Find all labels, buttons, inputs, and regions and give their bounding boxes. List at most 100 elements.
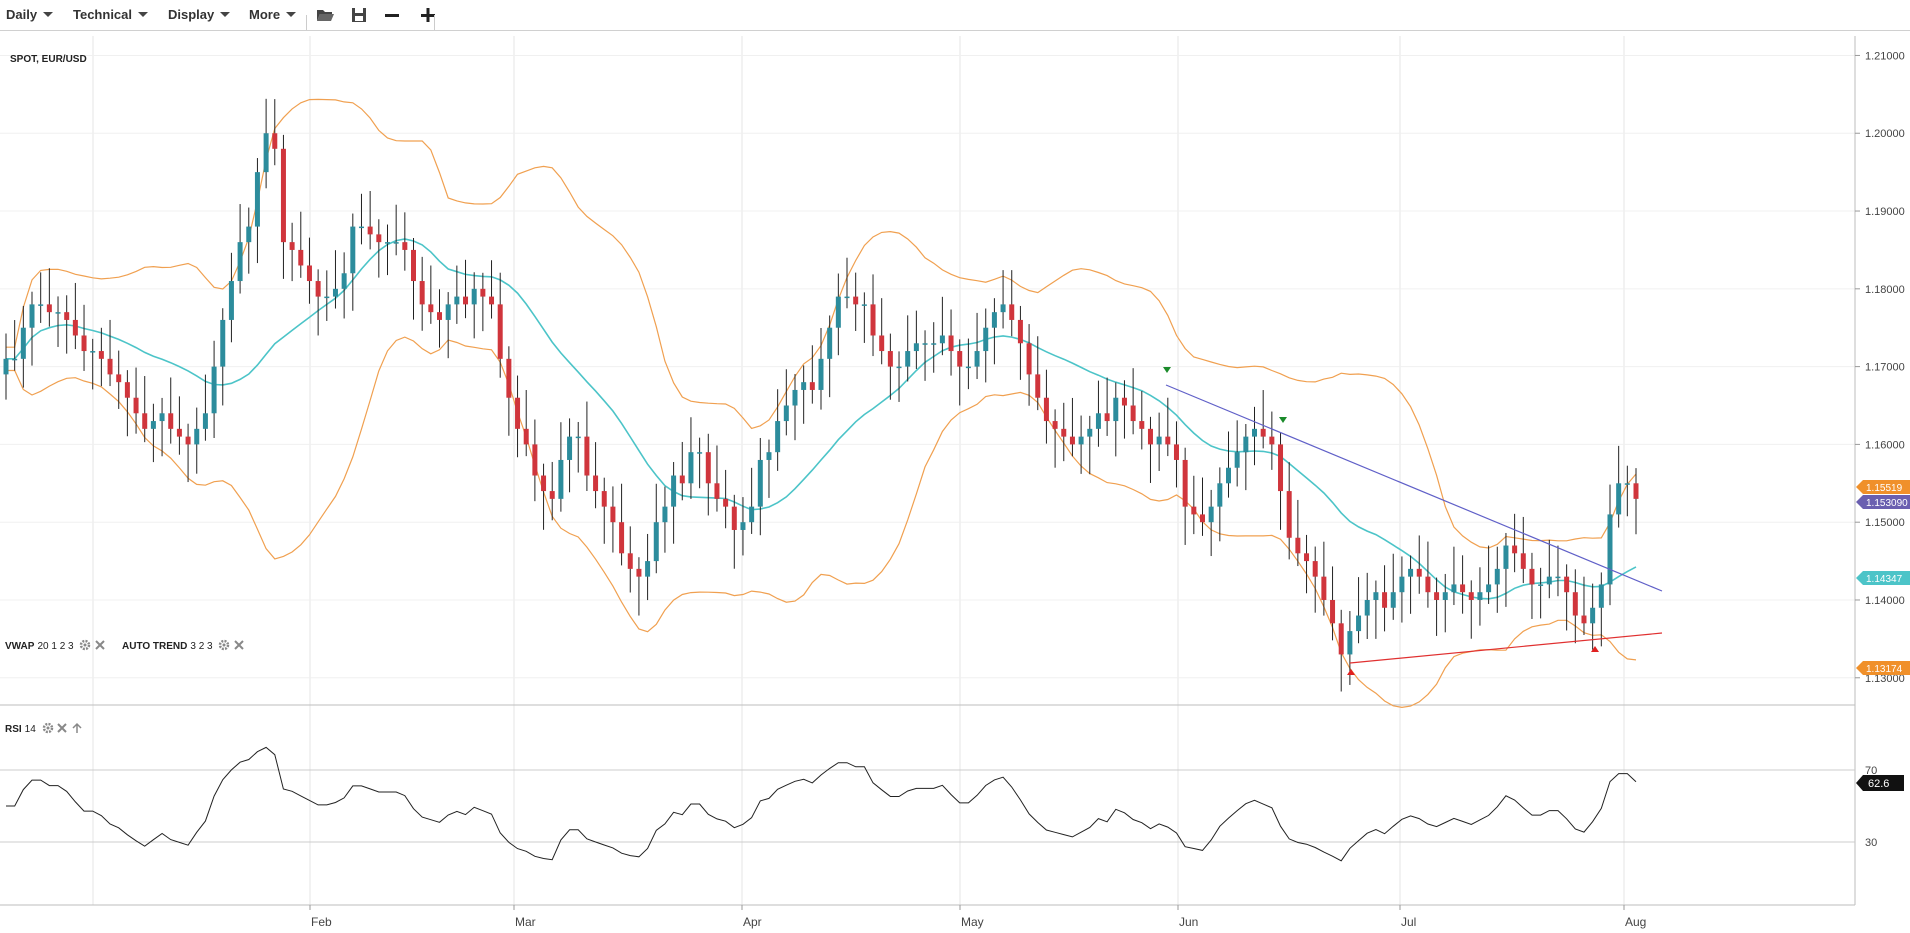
price-axis: 1.21000 1.20000 1.19000 1.18000 1.17000 1.160…	[1855, 50, 1905, 685]
candle-body	[133, 397, 139, 414]
candle-body	[896, 366, 902, 369]
candle-body	[228, 281, 234, 320]
candle-body	[844, 296, 850, 299]
candle-body	[1078, 436, 1084, 445]
pivot-low-marker	[1591, 646, 1599, 652]
x-tick-label: Aug	[1625, 915, 1646, 929]
gear-icon[interactable]	[79, 639, 91, 651]
candle-body	[1026, 343, 1032, 375]
save-icon[interactable]	[349, 5, 369, 25]
rsi-name: RSI	[5, 724, 22, 735]
candle-body	[1529, 568, 1535, 585]
rsi-params: 14	[24, 724, 36, 735]
candle-body	[948, 335, 954, 352]
price-tag-label: 1.15519	[1866, 483, 1903, 494]
chart-grid	[0, 36, 1856, 906]
candle-body	[1121, 397, 1127, 406]
candle-body	[610, 506, 616, 523]
candle-body	[1295, 537, 1301, 554]
candle-body	[150, 421, 156, 429]
candle-body	[12, 358, 18, 361]
gear-icon[interactable]	[218, 639, 230, 651]
candle-body	[1182, 459, 1188, 507]
chevron-down-icon	[220, 12, 231, 17]
candle-body	[1000, 304, 1006, 313]
close-icon[interactable]	[94, 639, 106, 651]
candle-body	[489, 296, 495, 305]
candle-body	[237, 242, 243, 282]
candle-body	[176, 428, 182, 437]
auto-trend-name: AUTO TREND	[122, 641, 188, 652]
candle-body	[1113, 397, 1119, 422]
candle-body	[913, 343, 919, 352]
candle-body	[792, 389, 798, 406]
price-tag-label: 1.153090	[1866, 498, 1908, 509]
candle-body	[1486, 584, 1492, 593]
candle-body	[671, 475, 677, 507]
price-tags: 1.15519 1.153090 1.14347 1.13174	[1856, 480, 1910, 675]
pivot-high-marker	[1279, 417, 1287, 423]
candle-body	[1494, 568, 1500, 585]
candle-body	[809, 382, 815, 390]
price-tag-label: 1.14347	[1866, 574, 1903, 585]
candle-body	[775, 421, 781, 453]
candle-body	[3, 358, 9, 375]
gear-icon[interactable]	[42, 722, 54, 734]
candle-body	[1564, 576, 1570, 593]
candle-body	[1156, 436, 1162, 445]
candle-body	[532, 444, 538, 476]
candle-body	[90, 351, 96, 353]
candle-body	[523, 428, 529, 445]
y-tick-label: 1.14000	[1865, 595, 1905, 607]
menu-daily[interactable]: Daily	[6, 7, 54, 22]
candle-body	[740, 522, 746, 530]
zoom-out-icon[interactable]	[382, 5, 402, 25]
candle-body	[731, 506, 737, 530]
candle-body	[1147, 428, 1153, 445]
candle-body	[1633, 483, 1639, 499]
candle-body	[159, 413, 165, 422]
menu-display[interactable]: Display	[168, 7, 231, 22]
candle-body	[384, 242, 390, 244]
candle-body	[1208, 506, 1214, 523]
candle-body	[1304, 553, 1310, 562]
close-icon[interactable]	[233, 639, 245, 651]
close-icon[interactable]	[56, 722, 68, 734]
candle-body	[1139, 421, 1145, 429]
arrow-up-icon[interactable]	[71, 722, 83, 734]
candle-body	[879, 335, 885, 352]
candle-body	[220, 319, 226, 367]
price-tag	[1856, 480, 1910, 494]
indicator-vwap: VWAP 20 1 2 3	[5, 639, 106, 652]
candle-body	[939, 335, 945, 344]
price-tag	[1856, 571, 1910, 585]
candle-body	[1286, 491, 1292, 538]
menu-technical[interactable]: Technical	[73, 7, 149, 22]
candle-body	[714, 483, 720, 499]
candle-body	[1009, 304, 1015, 320]
candle-body	[1572, 592, 1578, 616]
vwap-params: 20 1 2 3	[37, 641, 74, 652]
folder-open-icon[interactable]	[315, 5, 335, 25]
candle-body	[1460, 584, 1466, 593]
y-tick-label: 1.21000	[1865, 50, 1905, 62]
candle-body	[1382, 592, 1388, 608]
candle-body	[636, 568, 642, 577]
candle-body	[1321, 576, 1327, 600]
candle-body	[1199, 514, 1205, 523]
zoom-in-icon[interactable]	[418, 5, 438, 25]
candle-body	[593, 475, 599, 492]
candle-body	[645, 561, 651, 577]
rsi-level-label: 30	[1865, 837, 1877, 849]
candle-body	[81, 335, 87, 352]
candle-body	[974, 351, 980, 367]
menu-more[interactable]: More	[249, 7, 297, 22]
candle-body	[1278, 444, 1284, 492]
candle-body	[991, 312, 997, 328]
candle-body	[1338, 623, 1344, 655]
chevron-down-icon	[286, 12, 297, 17]
candle-body	[263, 133, 269, 173]
toolbar: Daily Technical Display More	[0, 0, 1910, 31]
candle-body	[72, 319, 78, 336]
